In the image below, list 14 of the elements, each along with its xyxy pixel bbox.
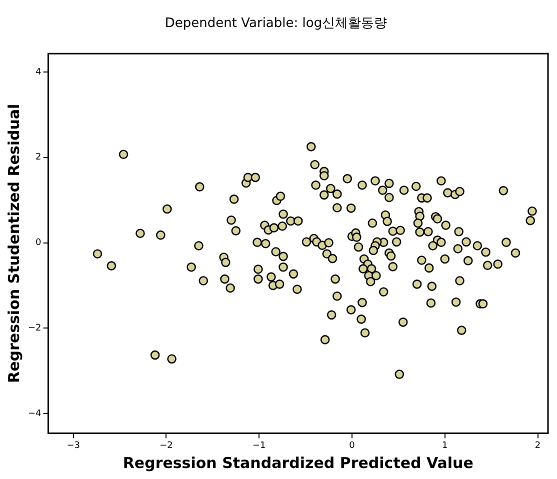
x-tick-label: 0 [349, 440, 356, 451]
x-tick-label: −2 [160, 440, 173, 451]
y-tick-label: 0 [36, 238, 42, 248]
x-tick-label: 1 [442, 440, 448, 451]
y-tick-label: 4 [36, 67, 42, 78]
y-tick-label: −4 [28, 408, 42, 419]
y-tick-label: 2 [36, 152, 42, 163]
x-axis-title: Regression Standardized Predicted Value [122, 454, 474, 472]
x-tick-label: 2 [534, 440, 541, 451]
x-tick-label: −1 [252, 440, 266, 451]
chart-title: Dependent Variable: log신체활동량 [164, 16, 388, 32]
x-tick-label: −3 [66, 440, 80, 451]
y-axis-title: Regression Studentized Residual [4, 104, 23, 383]
y-tick-label: −2 [28, 324, 42, 334]
